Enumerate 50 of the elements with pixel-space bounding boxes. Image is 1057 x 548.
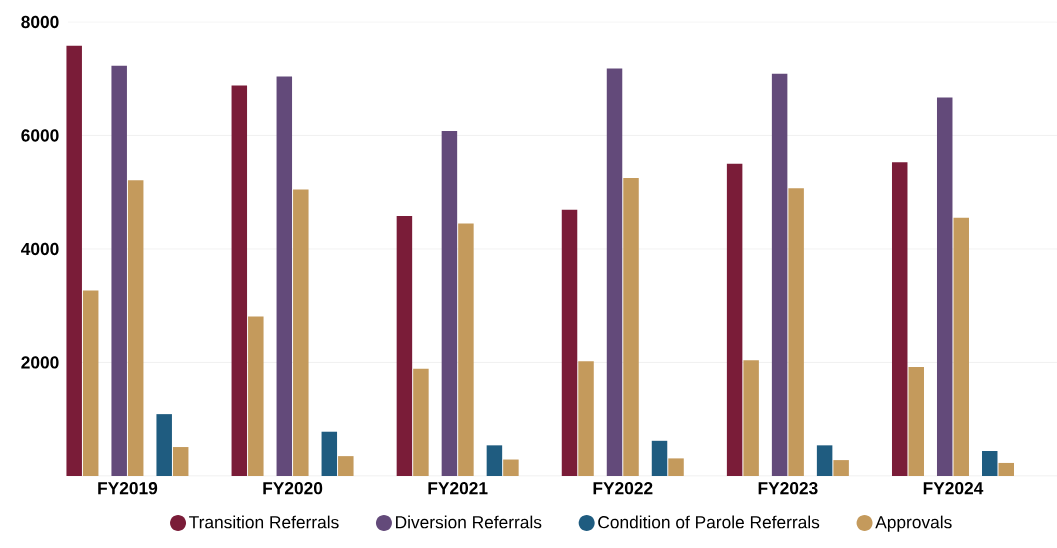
legend-label: Approvals xyxy=(875,515,952,532)
bar xyxy=(981,451,998,476)
bar xyxy=(816,445,833,476)
bar xyxy=(726,163,743,476)
bar xyxy=(908,367,924,476)
bar xyxy=(172,447,189,476)
bar xyxy=(578,361,594,476)
bar xyxy=(651,440,668,476)
bar xyxy=(338,456,354,476)
bar xyxy=(111,65,127,476)
x-tick-label: FY2022 xyxy=(593,482,653,495)
bar xyxy=(486,445,503,476)
bar xyxy=(156,414,172,476)
legend-label: Condition of Parole Referrals xyxy=(598,515,820,529)
bar xyxy=(396,216,413,476)
bar xyxy=(953,217,969,476)
bar xyxy=(458,223,474,476)
bar xyxy=(561,209,578,476)
legend-label: Diversion Referrals xyxy=(396,515,542,529)
y-tick-label: 8000 xyxy=(21,15,59,29)
bar xyxy=(788,188,804,476)
bar xyxy=(248,316,264,476)
bar xyxy=(743,360,759,476)
y-tick-label: 6000 xyxy=(21,129,59,142)
bar xyxy=(503,459,519,476)
bar xyxy=(936,97,953,476)
bar xyxy=(231,85,248,476)
bar xyxy=(321,431,338,476)
bar xyxy=(276,76,293,476)
bar xyxy=(833,460,849,476)
bar xyxy=(606,68,623,476)
bar xyxy=(127,180,144,476)
bar xyxy=(441,130,458,476)
bar xyxy=(623,178,639,476)
bar xyxy=(82,290,99,476)
bar xyxy=(891,162,908,476)
x-tick-label: FY2024 xyxy=(923,482,984,495)
bar xyxy=(771,73,788,476)
x-tick-label: FY2021 xyxy=(428,482,488,495)
y-tick-label: 2000 xyxy=(21,356,59,369)
x-tick-label: FY2020 xyxy=(263,482,323,495)
bar xyxy=(998,462,1014,476)
legend-label: Transition Referrals xyxy=(189,515,339,529)
y-tick-label: 4000 xyxy=(21,242,59,256)
bar xyxy=(413,368,429,476)
x-tick-label: FY2023 xyxy=(758,482,818,495)
bar xyxy=(668,458,684,476)
bar xyxy=(293,189,309,476)
bar xyxy=(66,45,82,476)
x-tick-label: FY2019 xyxy=(98,482,158,495)
